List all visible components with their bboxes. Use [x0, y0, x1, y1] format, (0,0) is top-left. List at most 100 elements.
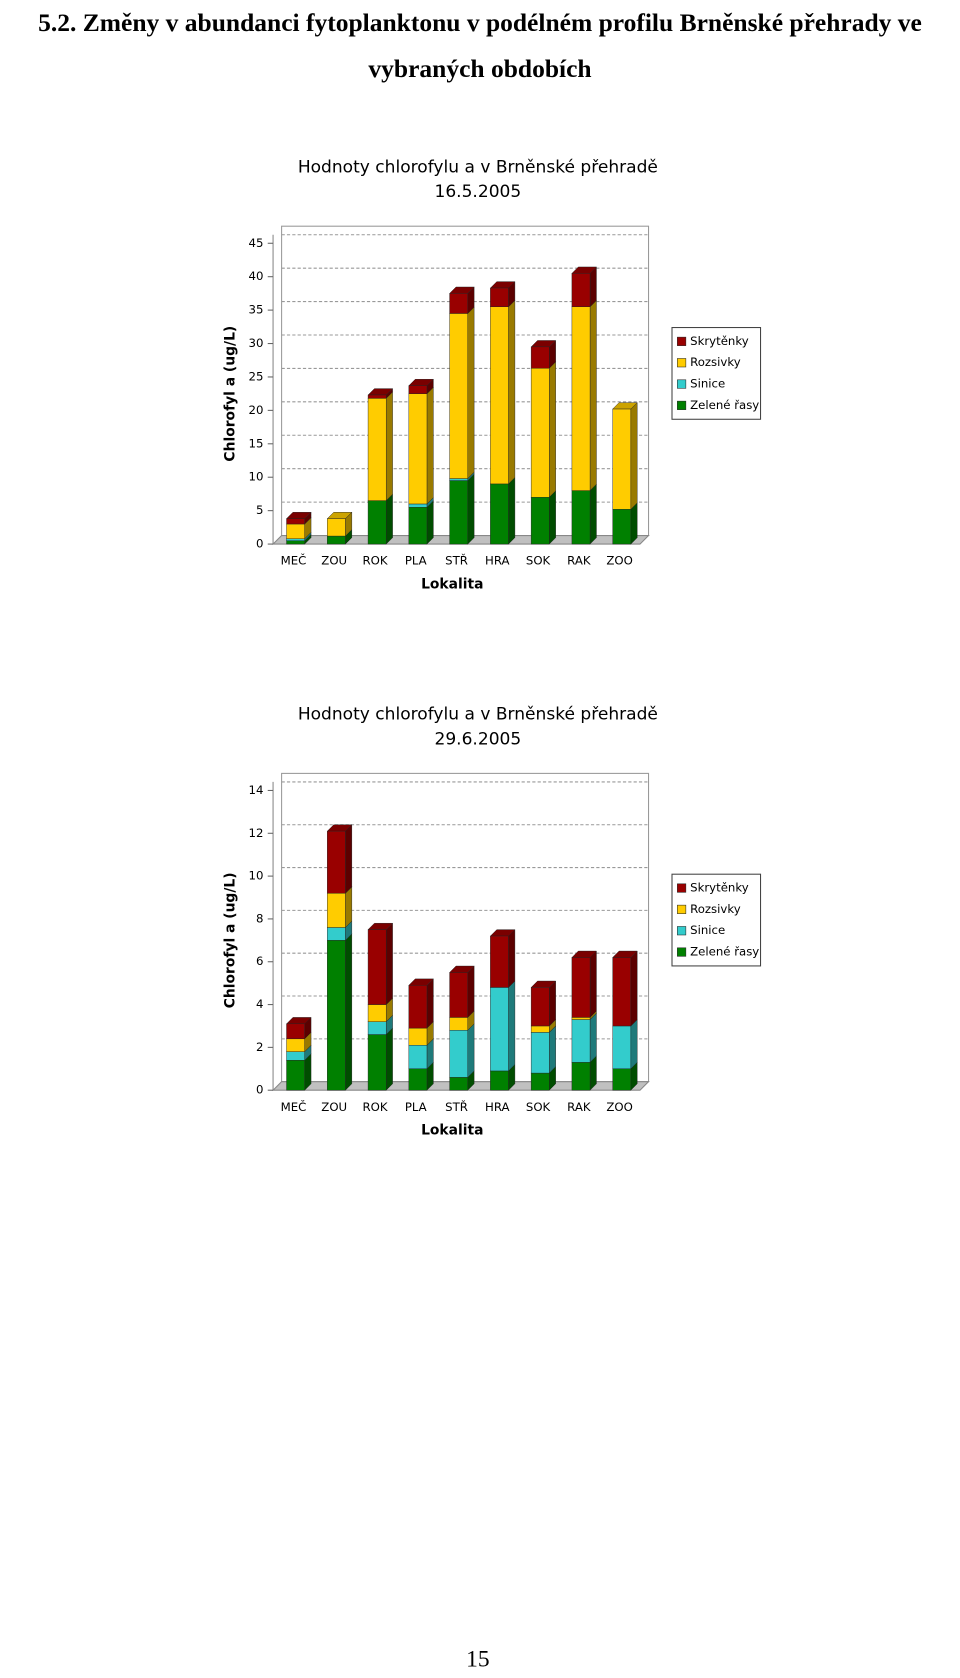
bar-segment: [449, 1030, 468, 1078]
y-tick-label: 15: [249, 436, 264, 450]
bar-side: [385, 391, 393, 502]
bar-segment: [490, 287, 509, 307]
bar-side: [467, 1023, 475, 1078]
y-tick-label: 35: [249, 303, 264, 317]
bar-side: [589, 950, 597, 1018]
bar-segment: [612, 509, 632, 545]
page-number: 15: [466, 1646, 489, 1672]
x-tick-label: STŘ: [445, 553, 468, 568]
bar-segment: [408, 1045, 428, 1070]
y-tick-label: 40: [249, 269, 264, 283]
bar-segment: [530, 346, 550, 369]
bar-segment: [571, 1017, 591, 1020]
x-tick-label: HRA: [485, 554, 510, 568]
bar-segment: [571, 1019, 591, 1063]
bar-side: [630, 950, 638, 1027]
bar-segment: [327, 940, 346, 1091]
bar-segment: [530, 368, 550, 498]
bar-segment: [367, 500, 387, 545]
bar-segment: [571, 273, 591, 307]
x-axis-label: Lokalita: [421, 1123, 483, 1139]
y-tick-label: 0: [256, 537, 263, 551]
chart-title: Hodnoty chlorofylu a v Brněnské přehradě: [298, 158, 658, 178]
bar-side: [549, 1025, 556, 1074]
bar-side: [385, 493, 393, 545]
bar-segment: [490, 935, 509, 988]
x-tick-label: ROK: [362, 554, 387, 568]
bar-segment: [612, 1068, 632, 1091]
y-axis-label: Chlorofyl a (ug/L): [222, 872, 238, 1008]
chart-subtitle: 16.5.2005: [434, 182, 521, 202]
chart-subtitle: 29.6.2005: [434, 729, 521, 749]
bar-segment: [449, 480, 468, 545]
bar-segment: [449, 972, 468, 1018]
x-tick-label: ROK: [362, 1100, 387, 1114]
y-tick-label: 6: [256, 954, 263, 968]
bar-side: [589, 266, 597, 308]
bar-segment: [327, 893, 346, 928]
x-tick-label: ZOU: [321, 554, 347, 568]
bar-segment: [367, 929, 387, 1005]
bar-segment: [327, 518, 346, 537]
bar-side: [467, 306, 475, 480]
x-tick-label: STŘ: [445, 1099, 468, 1114]
bar-segment: [408, 1068, 428, 1091]
x-tick-label: ZOO: [606, 554, 632, 568]
legend-label: Skrytěnky: [690, 334, 749, 348]
x-tick-label: PLA: [405, 554, 427, 568]
bar-side: [549, 490, 556, 545]
bar-segment: [530, 1032, 550, 1074]
bar-segment: [449, 313, 468, 479]
bar-side: [508, 299, 516, 485]
legend-swatch: [677, 379, 687, 389]
bar-segment: [571, 306, 591, 491]
bar-side: [508, 929, 516, 988]
chart-title: Hodnoty chlorofylu a v Brněnské přehradě: [298, 705, 658, 725]
legend-label: Sinice: [690, 377, 725, 391]
bar-segment: [327, 927, 346, 941]
y-tick-label: 10: [249, 869, 264, 883]
bar-side: [549, 361, 556, 498]
bar-segment: [408, 503, 428, 508]
x-tick-label: SOK: [526, 554, 551, 568]
bar-segment: [367, 398, 387, 501]
bar-segment: [408, 385, 428, 394]
x-tick-label: HRA: [485, 1100, 510, 1114]
bar-side: [508, 476, 516, 545]
bar-segment: [530, 987, 550, 1027]
bar-segment: [286, 538, 305, 541]
bar-side: [467, 965, 475, 1018]
legend-label: Zelené řasy: [690, 945, 759, 959]
bar-side: [589, 1012, 597, 1063]
bar-segment: [612, 408, 632, 510]
legend-swatch: [677, 358, 687, 368]
bar-side: [426, 500, 434, 545]
bar-segment: [327, 830, 346, 894]
legend-swatch: [677, 400, 687, 410]
bar-side: [549, 980, 556, 1027]
legend-label: Zelené řasy: [690, 398, 759, 412]
y-tick-label: 10: [249, 470, 264, 484]
bar-segment: [367, 1021, 387, 1035]
legend-box: [671, 327, 762, 420]
bar-side: [589, 483, 597, 545]
bar-segment: [408, 985, 428, 1029]
bar-side: [385, 922, 393, 1006]
bar-segment: [449, 478, 468, 481]
bar-side: [345, 886, 353, 929]
bar-side: [426, 386, 434, 505]
x-tick-label: RAK: [567, 1100, 591, 1114]
bar-segment: [530, 497, 550, 545]
legend-box: [671, 873, 762, 967]
bar-segment: [571, 490, 591, 545]
bar-segment: [530, 1025, 550, 1033]
bar-segment: [530, 1072, 550, 1091]
x-tick-label: ZOU: [321, 1100, 347, 1114]
x-tick-label: RAK: [567, 554, 591, 568]
y-tick-label: 45: [249, 236, 264, 250]
bar-segment: [367, 394, 387, 399]
legend-label: Rozsivky: [690, 902, 741, 916]
bar-segment: [408, 393, 428, 505]
legend-swatch: [677, 883, 687, 893]
